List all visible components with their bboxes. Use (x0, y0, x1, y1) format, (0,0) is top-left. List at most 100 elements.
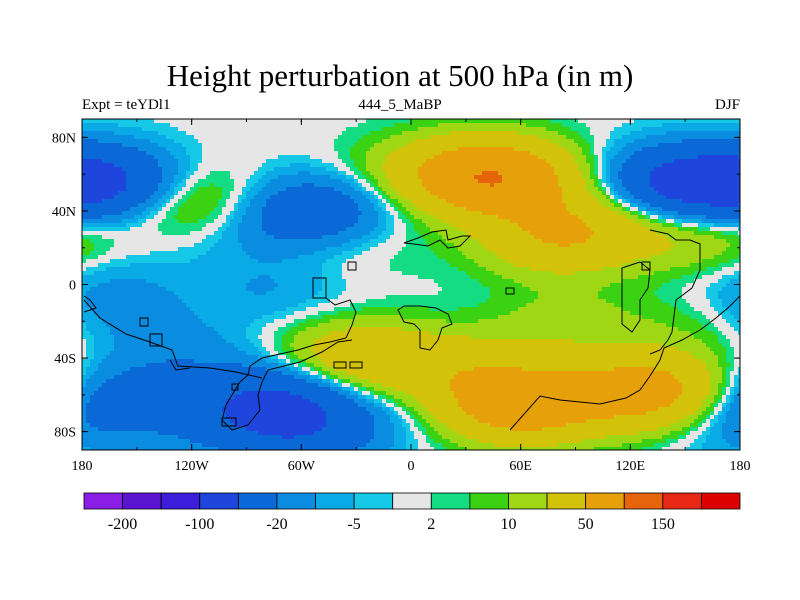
field-cell (694, 215, 699, 220)
field-cell (610, 175, 615, 180)
field-cell (550, 191, 555, 196)
field-cell (102, 135, 107, 140)
field-cell (558, 131, 563, 136)
field-cell (118, 227, 123, 232)
field-cell (378, 223, 383, 228)
field-cell (598, 123, 603, 128)
field-cell (134, 151, 139, 156)
field-cell (418, 119, 423, 124)
field-cell (686, 123, 691, 128)
field-cell (382, 215, 387, 220)
field-cell (610, 231, 615, 236)
field-cell (166, 199, 171, 204)
field-cell (358, 227, 363, 232)
field-cell (378, 179, 383, 184)
field-cell (706, 227, 711, 232)
field-cell (478, 227, 483, 232)
field-cell (218, 195, 223, 200)
field-cell (634, 195, 639, 200)
field-cell (642, 175, 647, 180)
field-cell (534, 163, 539, 168)
field-cell (386, 235, 391, 240)
field-cell (466, 223, 471, 228)
field-cell (530, 167, 535, 172)
field-cell (442, 143, 447, 148)
field-cell (734, 123, 739, 128)
field-cell (722, 147, 727, 152)
field-cell (82, 171, 87, 176)
field-cell (198, 227, 203, 232)
field-cell (434, 203, 439, 208)
field-cell (266, 207, 271, 212)
field-cell (530, 147, 535, 152)
field-cell (214, 191, 219, 196)
field-cell (442, 127, 447, 132)
field-cell (430, 187, 435, 192)
field-cell (694, 151, 699, 156)
field-cell (490, 139, 495, 144)
field-cell (322, 123, 327, 128)
field-cell (622, 139, 627, 144)
field-cell (106, 123, 111, 128)
field-cell (710, 195, 715, 200)
field-cell (442, 187, 447, 192)
field-cell (258, 151, 263, 156)
field-cell (522, 231, 527, 236)
field-cell (618, 171, 623, 176)
field-cell (706, 199, 711, 204)
field-cell (246, 219, 251, 224)
field-cell (346, 163, 351, 168)
field-cell (494, 203, 499, 208)
field-cell (146, 123, 151, 128)
field-cell (734, 171, 739, 176)
field-cell (338, 135, 343, 140)
field-cell (514, 211, 519, 216)
field-cell (130, 195, 135, 200)
field-cell (446, 219, 451, 224)
field-cell (338, 167, 343, 172)
field-cell (298, 219, 303, 224)
field-cell (614, 159, 619, 164)
field-cell (190, 167, 195, 172)
field-cell (170, 231, 175, 236)
field-cell (662, 123, 667, 128)
field-cell (710, 139, 715, 144)
field-cell (378, 219, 383, 224)
field-cell (718, 199, 723, 204)
field-cell (246, 183, 251, 188)
field-cell (158, 175, 163, 180)
field-cell (458, 167, 463, 172)
field-cell (566, 191, 571, 196)
field-cell (510, 127, 515, 132)
field-cell (690, 143, 695, 148)
field-cell (314, 219, 319, 224)
field-cell (218, 119, 223, 124)
field-cell (94, 163, 99, 168)
field-cell (418, 199, 423, 204)
field-cell (294, 215, 299, 220)
field-cell (218, 191, 223, 196)
field-cell (610, 167, 615, 172)
field-cell (574, 219, 579, 224)
field-cell (554, 123, 559, 128)
field-cell (574, 215, 579, 220)
field-cell (354, 139, 359, 144)
field-cell (314, 167, 319, 172)
field-cell (506, 119, 511, 124)
field-cell (298, 143, 303, 148)
field-cell (286, 159, 291, 164)
field-cell (394, 139, 399, 144)
field-cell (650, 207, 655, 212)
field-cell (362, 167, 367, 172)
field-cell (334, 135, 339, 140)
field-cell (422, 179, 427, 184)
field-cell (266, 231, 271, 236)
field-cell (566, 147, 571, 152)
field-cell (650, 227, 655, 232)
field-cell (258, 139, 263, 144)
field-cell (694, 131, 699, 136)
field-cell (518, 127, 523, 132)
field-cell (162, 223, 167, 228)
field-cell (422, 147, 427, 152)
field-cell (150, 207, 155, 212)
